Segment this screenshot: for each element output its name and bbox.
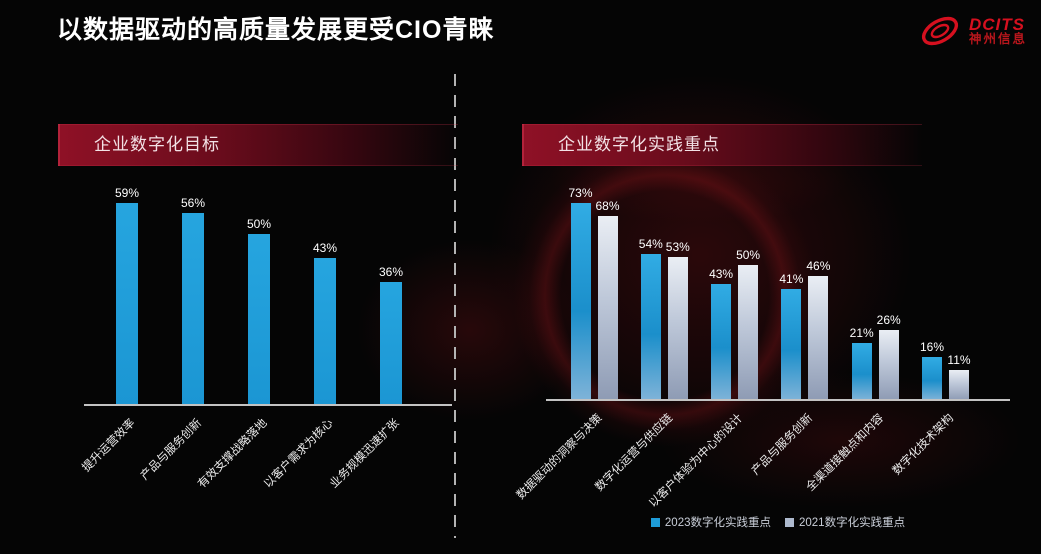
bar <box>878 330 899 400</box>
legend-swatch <box>650 517 660 527</box>
chart-legend: 2023数字化实践重点 2021数字化实践重点 <box>550 514 1006 530</box>
bar-value-label: 43% <box>709 267 734 281</box>
goals-bar-chart: 59% 提升运营效率 56% 产品与服务创新 50% 有效支撑战略落地 43% 以客户需求为核… <box>80 186 452 491</box>
bar-value-label: 73% <box>568 186 593 200</box>
category-label-text: 产品与服务创新 <box>750 412 816 478</box>
category-label-text: 业务规模迅速扩张 <box>328 417 402 491</box>
bar <box>182 213 204 405</box>
legend-label: 2021数字化实践重点 <box>799 517 906 529</box>
bar-value-label: 59% <box>114 186 140 200</box>
category-label-text: 产品与服务创新 <box>138 417 204 483</box>
bar-value-label: 21% <box>849 326 874 340</box>
bar-value-label: 50% <box>246 217 272 231</box>
dcits-logo-swirl-icon <box>921 16 959 46</box>
legend-item: 2021数字化实践重点 <box>785 514 905 530</box>
bar <box>248 234 270 405</box>
category-label-text: 数据驱动的洞察与决策 <box>514 412 605 502</box>
slide-title: 以数据驱动的高质量发展更受CIO青睐 <box>57 16 495 44</box>
bar <box>738 265 759 400</box>
category-label-text: 数字化技术架构 <box>890 412 957 478</box>
bar <box>667 257 688 400</box>
bar <box>640 254 661 400</box>
bar-value-label: 53% <box>665 240 690 254</box>
bar-value-label: 26% <box>876 313 901 327</box>
bar-value-label: 68% <box>595 199 620 213</box>
bar <box>597 216 618 400</box>
bar <box>570 203 591 400</box>
legend-label: 2023数字化实践重点 <box>664 517 771 529</box>
bar-value-label: 16% <box>919 340 945 354</box>
right-chart-title-banner: 企业数字化实践重点 <box>522 124 922 166</box>
bar <box>711 284 732 400</box>
bar-value-label: 54% <box>638 237 663 251</box>
bar-value-label: 41% <box>779 272 804 286</box>
bar-value-label: 11% <box>947 353 971 367</box>
practice-focus-bar-chart: 73% 68% 数据驱动的洞察与决策 54% 53% 数字化运营与供应链 43% 50% 以客户… <box>515 186 1010 510</box>
dcits-logo-text: DCITS 神州信息 <box>968 14 1027 47</box>
bar <box>314 258 336 405</box>
bar <box>781 289 802 400</box>
vertical-dashed-divider <box>454 74 456 538</box>
left-chart-title-banner: 企业数字化目标 <box>58 124 458 166</box>
category-label-text: 全渠道接触点和内容 <box>804 412 886 494</box>
bar <box>808 276 829 400</box>
bar-value-label: 43% <box>312 241 338 255</box>
dcits-logo: DCITS 神州信息 <box>917 12 1027 50</box>
legend-item: 2023数字化实践重点 <box>650 514 771 530</box>
bar <box>380 282 402 405</box>
dcits-company-text: 神州信息 <box>968 32 1027 47</box>
bar <box>949 370 969 400</box>
bar-value-label: 46% <box>806 259 831 273</box>
bar <box>922 357 942 400</box>
bar-value-label: 50% <box>736 248 761 262</box>
bar-value-label: 56% <box>180 196 206 210</box>
legend-swatch <box>785 517 794 527</box>
bar-value-label: 36% <box>378 265 404 279</box>
bar <box>116 203 138 405</box>
category-label-text: 提升运营效率 <box>80 417 138 475</box>
bar <box>851 343 872 400</box>
dcits-brand-text: DCITS <box>968 14 1025 34</box>
